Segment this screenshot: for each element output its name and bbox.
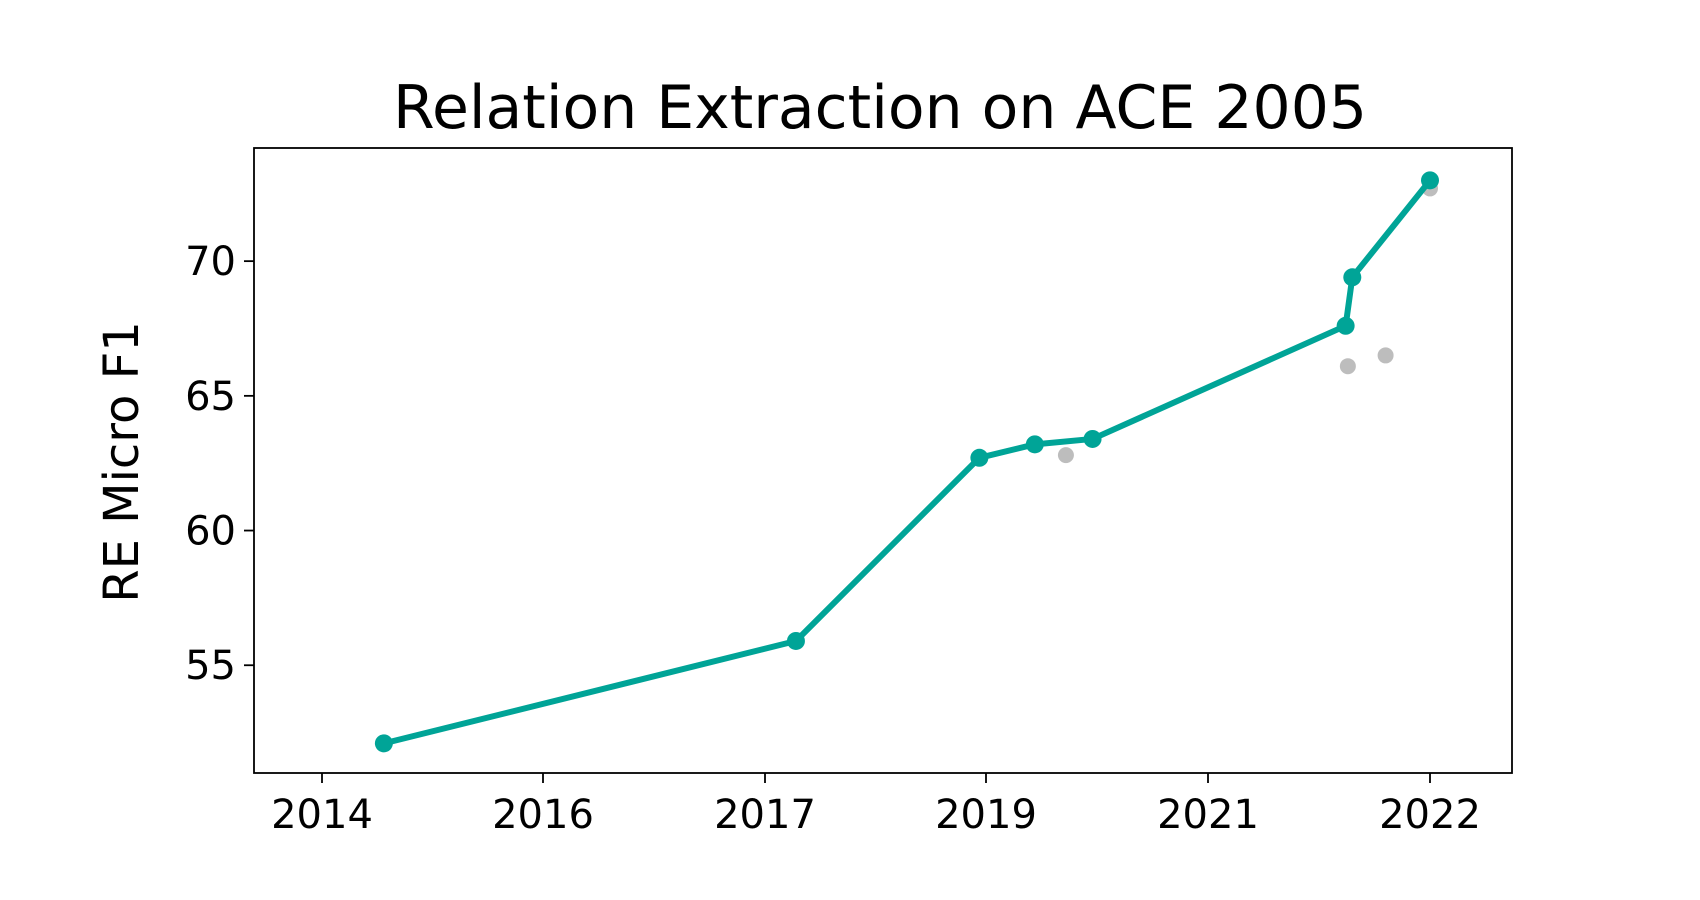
other-point: [1339, 358, 1356, 375]
x-tick-label: 2014: [271, 792, 373, 838]
frontier-point: [970, 448, 989, 467]
frontier-point: [1025, 435, 1044, 454]
x-tick-label: 2021: [1157, 792, 1259, 838]
frontier-point: [1343, 268, 1362, 287]
y-tick-label: 55: [185, 643, 236, 689]
x-tick-label: 2022: [1379, 792, 1481, 838]
y-axis: 55 60 65 70: [185, 239, 254, 689]
y-axis-label: RE Micro F1: [94, 321, 150, 603]
frontier-point: [374, 734, 393, 753]
frontier-point: [1083, 429, 1102, 448]
y-tick-label: 70: [185, 239, 236, 285]
frontier-point: [786, 631, 805, 650]
x-axis: 2014 2016 2017 2019 2021 2022: [271, 773, 1481, 838]
chart-title: Relation Extraction on ACE 2005: [393, 73, 1367, 143]
series-layer: [374, 171, 1439, 753]
y-tick-label: 65: [185, 374, 236, 420]
x-tick-label: 2017: [714, 792, 816, 838]
frontier-point: [1421, 171, 1439, 190]
frontier-point: [1336, 316, 1355, 335]
x-tick-label: 2019: [935, 792, 1037, 838]
plot-area: [253, 147, 1513, 774]
frontier-line: [380, 177, 1433, 747]
x-tick-label: 2016: [492, 792, 594, 838]
other-point: [1377, 347, 1394, 364]
y-tick-label: 60: [185, 509, 236, 555]
other-point: [1057, 447, 1074, 464]
